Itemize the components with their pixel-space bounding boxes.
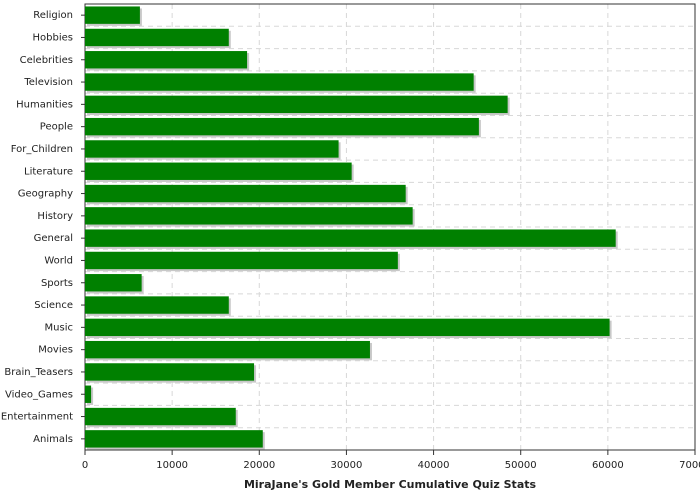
y-tick-label: Music [45, 322, 73, 333]
bar [85, 430, 263, 448]
x-tick-label: 20000 [243, 460, 275, 471]
y-tick-label: Humanities [16, 99, 73, 110]
y-tick-label: Literature [24, 166, 73, 177]
bar [85, 207, 413, 225]
bar [85, 95, 508, 114]
bar [85, 385, 92, 403]
y-tick-label: Science [34, 300, 73, 311]
x-tick-label: 10000 [156, 460, 188, 471]
bar [85, 184, 406, 203]
x-axis-title: MiraJane's Gold Member Cumulative Quiz S… [244, 478, 537, 491]
bar [85, 274, 142, 292]
x-tick-label: 70000 [679, 460, 700, 471]
y-tick-label: People [40, 122, 73, 133]
bar [85, 28, 229, 47]
y-tick-label: Brain_Teasers [4, 367, 73, 378]
y-tick-label: Video_Games [5, 389, 73, 400]
bar [85, 51, 248, 69]
x-tick-label: 40000 [418, 460, 450, 471]
x-tick-label: 60000 [592, 460, 624, 471]
x-tick-label: 50000 [505, 460, 537, 471]
bar [85, 407, 236, 426]
y-tick-label: Movies [38, 345, 73, 356]
bar [85, 6, 140, 24]
bar [85, 162, 352, 180]
bar [85, 117, 479, 136]
y-tick-label: Hobbies [33, 32, 73, 43]
x-tick-label: 30000 [331, 460, 363, 471]
y-tick-label: Entertainment [1, 412, 73, 423]
bar [85, 318, 610, 337]
y-tick-label: Sports [41, 278, 73, 289]
bar [85, 296, 229, 314]
y-tick-label: Religion [33, 10, 73, 21]
x-tick-label: 0 [82, 460, 88, 471]
y-tick-label: General [34, 233, 73, 244]
bar [85, 340, 370, 359]
bar [85, 251, 398, 270]
y-tick-label: Animals [33, 434, 73, 445]
y-tick-label: Geography [18, 189, 73, 200]
y-tick-label: Celebrities [20, 55, 73, 66]
y-tick-label: Television [23, 77, 73, 88]
y-tick-label: History [37, 211, 73, 222]
plot-frame [84, 3, 696, 451]
y-tick-label: World [44, 255, 73, 266]
bar [85, 73, 474, 91]
bar [85, 229, 616, 247]
bar [85, 363, 255, 381]
bar [85, 140, 339, 158]
y-tick-label: For_Children [11, 144, 73, 155]
